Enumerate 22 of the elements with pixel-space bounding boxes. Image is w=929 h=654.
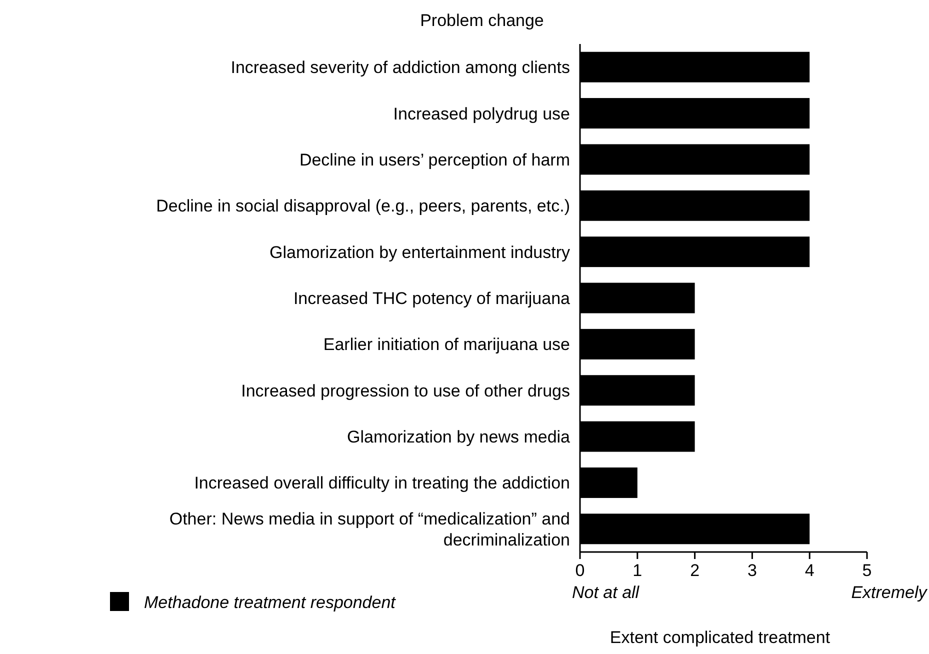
y-tick-label: Glamorization by entertainment industry	[270, 242, 570, 262]
y-tick-label: Earlier initiation of marijuana use	[323, 335, 570, 354]
y-tick-label: Decline in users’ perception of harm	[299, 150, 570, 170]
y-tick-label: Increased THC potency of marijuana	[293, 289, 571, 308]
y-axis-title: Problem change	[420, 11, 544, 30]
y-tick-label: Increased progression to use of other drugs	[241, 381, 570, 400]
x-axis-title: Extent complicated treatment	[610, 628, 830, 647]
y-tick-label: Glamorization by news media	[347, 428, 571, 447]
x-tick-label: 2	[690, 561, 700, 580]
x-tick-label: 1	[632, 561, 642, 580]
y-tick-label: Increased polydrug use	[393, 104, 570, 124]
x-tick-label: 4	[804, 561, 814, 580]
text: Extremely	[851, 583, 928, 602]
text: Not at all	[572, 583, 640, 602]
x-tick-label: 3	[747, 561, 757, 580]
y-tick-label: Increased severity of addiction among clients	[230, 58, 570, 78]
x-tick-label: 5	[862, 561, 872, 580]
y-tick-label: Other: News media in support of “medicalization” and decriminalization	[169, 509, 570, 550]
legend-label: Methadone treatment respondent	[144, 593, 397, 612]
y-tick-label: Increased overall difficulty in treating the addiction	[194, 474, 570, 493]
y-tick-label: Decline in social disapproval (e.g., peers, parents, etc.)	[156, 196, 570, 216]
x-tick-label: 0	[575, 561, 585, 580]
